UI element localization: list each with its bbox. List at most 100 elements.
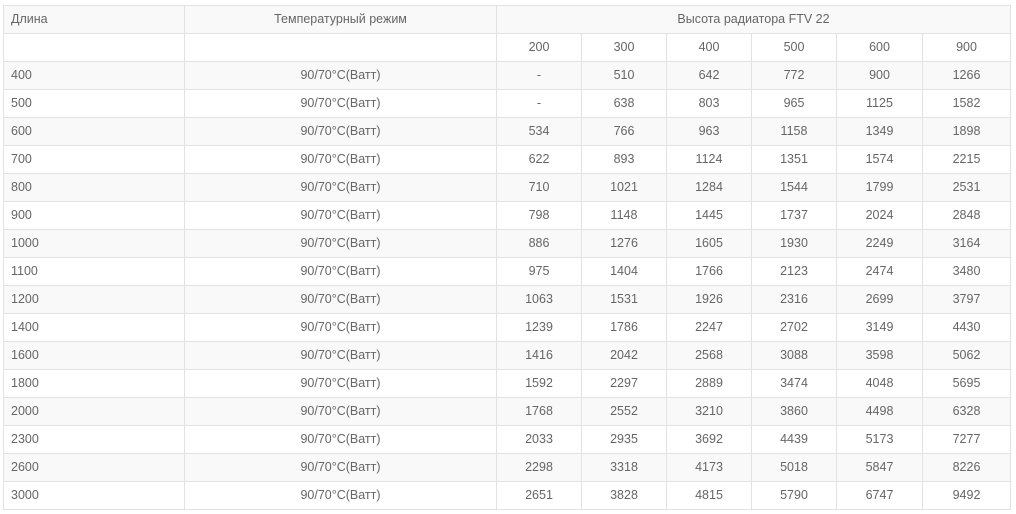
power-cell: 638 [581,89,667,118]
subheader-row: 200 300 400 500 600 900 [3,33,1011,62]
power-cell: 1349 [836,117,923,146]
temp-mode-cell: 90/70°C(Ватт) [184,341,497,370]
power-cell: 2249 [836,229,923,258]
temp-mode-cell: 90/70°C(Ватт) [184,257,497,286]
power-cell: 4173 [666,453,752,482]
power-cell: 9492 [922,481,1011,510]
header-length: Длина [3,5,185,34]
power-cell: 1445 [666,201,752,230]
power-cell: 1124 [666,145,752,174]
power-cell: 965 [751,89,837,118]
power-cell: 1898 [922,117,1011,146]
power-cell: 510 [581,61,667,90]
length-cell: 1800 [3,369,185,398]
power-cell: 5062 [922,341,1011,370]
power-cell: - [496,61,582,90]
power-cell: 5018 [751,453,837,482]
power-cell: 3797 [922,285,1011,314]
power-cell: 886 [496,229,582,258]
length-cell: 3000 [3,481,185,510]
power-cell: 534 [496,117,582,146]
height-header-200: 200 [496,33,582,62]
power-cell: 893 [581,145,667,174]
table-row: 2300 90/70°C(Ватт) 2033 2935 3692 4439 5173 727… [3,425,1011,454]
power-cell: 4498 [836,397,923,426]
table-row: 900 90/70°C(Ватт) 798 1148 1445 1737 2024 2848 [3,201,1011,230]
temp-mode-cell: 90/70°C(Ватт) [184,425,497,454]
length-cell: 2600 [3,453,185,482]
power-cell: 2042 [581,341,667,370]
power-cell: 5173 [836,425,923,454]
height-header-600: 600 [836,33,923,62]
power-cell: 2215 [922,145,1011,174]
power-cell: 2889 [666,369,752,398]
power-cell: 2298 [496,453,582,482]
length-cell: 600 [3,117,185,146]
power-cell: 7277 [922,425,1011,454]
power-cell: 5790 [751,481,837,510]
power-cell: 8226 [922,453,1011,482]
power-cell: 1544 [751,173,837,202]
table-row: 1200 90/70°C(Ватт) 1063 1531 1926 2316 2699 379… [3,285,1011,314]
power-cell: 642 [666,61,752,90]
power-cell: 2474 [836,257,923,286]
temp-mode-cell: 90/70°C(Ватт) [184,201,497,230]
length-cell: 2000 [3,397,185,426]
temp-mode-cell: 90/70°C(Ватт) [184,145,497,174]
height-header-400: 400 [666,33,752,62]
power-cell: 4439 [751,425,837,454]
temp-mode-cell: 90/70°C(Ватт) [184,481,497,510]
table-row: 2600 90/70°C(Ватт) 2298 3318 4173 5018 5847 822… [3,453,1011,482]
power-cell: 5847 [836,453,923,482]
power-cell: 1404 [581,257,667,286]
length-cell: 900 [3,201,185,230]
length-cell: 700 [3,145,185,174]
power-cell: 4430 [922,313,1011,342]
power-cell: 1063 [496,285,582,314]
power-cell: 975 [496,257,582,286]
power-cell: 1574 [836,145,923,174]
temp-mode-cell: 90/70°C(Ватт) [184,453,497,482]
power-cell: 2531 [922,173,1011,202]
power-cell: 3210 [666,397,752,426]
power-cell: 1930 [751,229,837,258]
power-cell: 3692 [666,425,752,454]
power-cell: 1148 [581,201,667,230]
power-cell: 798 [496,201,582,230]
table-row: 400 90/70°C(Ватт) -510 642 772 900 1266 [3,61,1011,90]
power-cell: 1799 [836,173,923,202]
power-cell: 4815 [666,481,752,510]
power-cell: 1021 [581,173,667,202]
temp-mode-cell: 90/70°C(Ватт) [184,173,497,202]
length-cell: 1600 [3,341,185,370]
power-cell: 963 [666,117,752,146]
table-row: 800 90/70°C(Ватт) 710 1021 1284 1544 1799 2531 [3,173,1011,202]
power-cell: 900 [836,61,923,90]
temp-mode-cell: 90/70°C(Ватт) [184,285,497,314]
power-cell: 6328 [922,397,1011,426]
power-cell: 1737 [751,201,837,230]
power-cell: 1284 [666,173,752,202]
power-cell: 2024 [836,201,923,230]
temp-mode-cell: 90/70°C(Ватт) [184,229,497,258]
radiator-power-table: Длина Температурный режим Высота радиато… [3,5,1011,510]
power-cell: 2568 [666,341,752,370]
length-cell: 500 [3,89,185,118]
power-cell: 1351 [751,145,837,174]
power-cell: 2247 [666,313,752,342]
power-cell: 2848 [922,201,1011,230]
power-cell: 3828 [581,481,667,510]
power-cell: 2935 [581,425,667,454]
power-cell: 3860 [751,397,837,426]
header-radiator-height: Высота радиатора FTV 22 [496,5,1011,34]
length-cell: 2300 [3,425,185,454]
height-header-300: 300 [581,33,667,62]
power-cell: 1125 [836,89,923,118]
table-row: 700 90/70°C(Ватт) 622 893 1124 1351 1574 2215 [3,145,1011,174]
subheader-empty [184,33,497,62]
power-cell: 2033 [496,425,582,454]
height-header-900: 900 [922,33,1011,62]
power-cell: - [496,89,582,118]
power-cell: 772 [751,61,837,90]
power-cell: 2316 [751,285,837,314]
